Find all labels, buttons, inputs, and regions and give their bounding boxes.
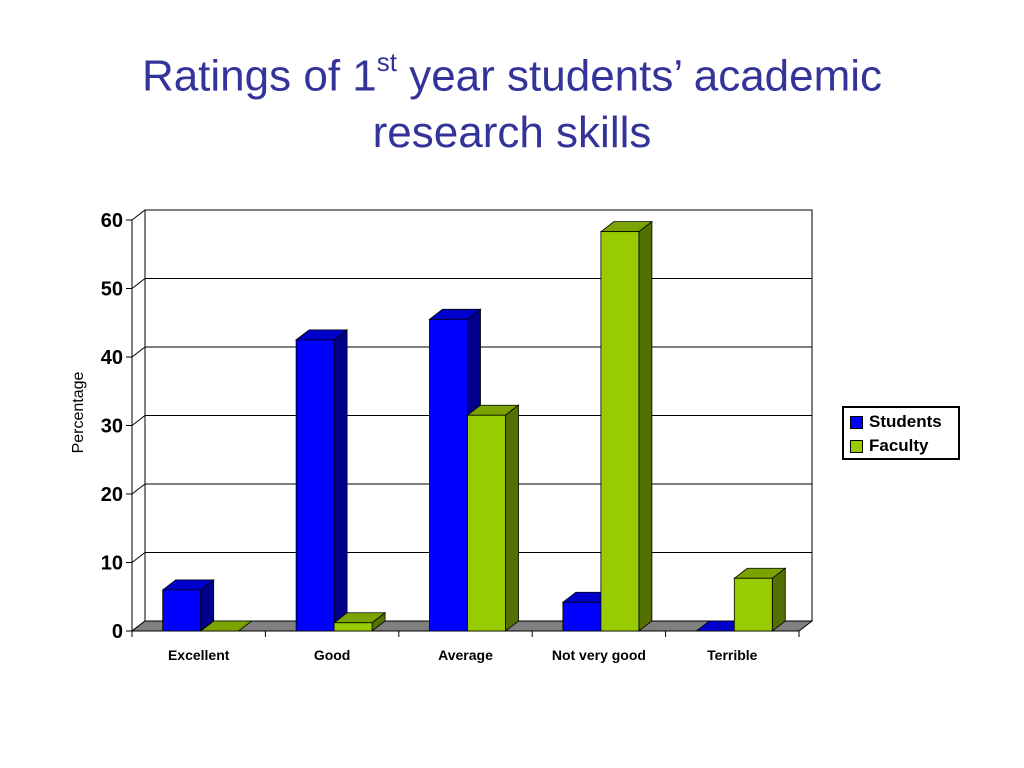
- bar-faculty-4: [733, 577, 773, 632]
- bar-students-1: [295, 339, 335, 632]
- gridline-depth-30: [131, 415, 146, 426]
- title-text-end: year students’ academic: [396, 51, 883, 101]
- bar-faculty-2: [467, 414, 506, 632]
- bar-side-faculty-2: [505, 404, 519, 632]
- bar-students-3: [562, 601, 602, 632]
- legend-item-students: Students: [850, 410, 958, 434]
- xtick-label-4: Terrible: [707, 647, 758, 663]
- xtick-label-3: Not very good: [552, 647, 646, 663]
- bar-faculty-1: [333, 622, 373, 632]
- y-axis-label: Percentage: [70, 371, 87, 453]
- gridline-depth-20: [131, 483, 146, 495]
- ytick-label-30: 30: [101, 416, 123, 438]
- title-superscript: st: [376, 47, 397, 77]
- xtick-label-2: Average: [438, 647, 493, 663]
- title-line-1: Ratings of 1st year students’ academic: [0, 38, 1024, 105]
- xtick-label-1: Good: [314, 647, 351, 663]
- ytick-label-20: 20: [101, 484, 123, 506]
- ytick-label-40: 40: [101, 347, 123, 369]
- legend-item-faculty: Faculty: [850, 434, 958, 458]
- chart-legend: Students Faculty: [842, 406, 960, 460]
- bar-top-faculty-0: [199, 620, 253, 632]
- slide-title: Ratings of 1st year students’ academic r…: [0, 38, 1024, 161]
- bar-side-students-1: [333, 329, 348, 632]
- ytick-label-60: 60: [101, 210, 123, 232]
- legend-swatch-faculty: [850, 439, 863, 453]
- legend-label-faculty: Faculty: [869, 436, 929, 455]
- xtick-label-0: Excellent: [168, 647, 230, 663]
- legend-label-students: Students: [869, 412, 942, 431]
- gridline-depth-60: [131, 209, 146, 221]
- ytick-label-10: 10: [101, 553, 123, 575]
- title-line-2: research skills: [372, 107, 652, 157]
- bar-side-faculty-3: [638, 220, 653, 632]
- ytick-label-0: 0: [112, 621, 123, 643]
- title-text-start: Ratings of 1: [141, 51, 377, 101]
- gridline-depth-40: [131, 346, 146, 358]
- bar-side-faculty-4: [771, 567, 786, 632]
- bar-faculty-3: [600, 231, 640, 632]
- legend-swatch-students: [850, 415, 863, 429]
- bar-students-2: [429, 318, 468, 632]
- gridline-depth-10: [131, 552, 146, 563]
- gridline-depth-50: [131, 278, 146, 289]
- bar-students-0: [162, 589, 202, 632]
- ytick-label-50: 50: [101, 279, 123, 301]
